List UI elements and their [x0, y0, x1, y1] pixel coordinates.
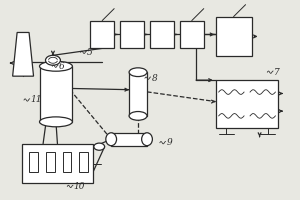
Polygon shape	[13, 32, 34, 76]
Circle shape	[94, 143, 105, 150]
Bar	[40, 66, 72, 122]
Bar	[62, 152, 71, 171]
Ellipse shape	[142, 133, 152, 146]
Bar	[46, 152, 55, 171]
Text: 6: 6	[59, 62, 65, 71]
Bar	[22, 144, 93, 183]
Bar	[180, 21, 204, 48]
Text: 10: 10	[74, 182, 85, 191]
Bar	[29, 152, 38, 171]
Bar	[111, 133, 147, 146]
Text: 7: 7	[274, 68, 280, 77]
Text: 8: 8	[152, 74, 157, 83]
Ellipse shape	[129, 112, 147, 120]
Bar	[216, 17, 251, 56]
Circle shape	[46, 55, 60, 65]
Bar	[216, 80, 278, 128]
Bar	[90, 21, 114, 48]
Bar	[129, 72, 147, 116]
Bar	[120, 21, 144, 48]
Bar	[79, 152, 88, 171]
Ellipse shape	[40, 61, 72, 71]
Text: 5: 5	[87, 48, 93, 57]
Ellipse shape	[106, 133, 117, 146]
Text: 9: 9	[167, 138, 172, 147]
Ellipse shape	[40, 117, 72, 127]
Bar	[150, 21, 174, 48]
Ellipse shape	[129, 68, 147, 77]
Text: 11: 11	[31, 95, 42, 104]
